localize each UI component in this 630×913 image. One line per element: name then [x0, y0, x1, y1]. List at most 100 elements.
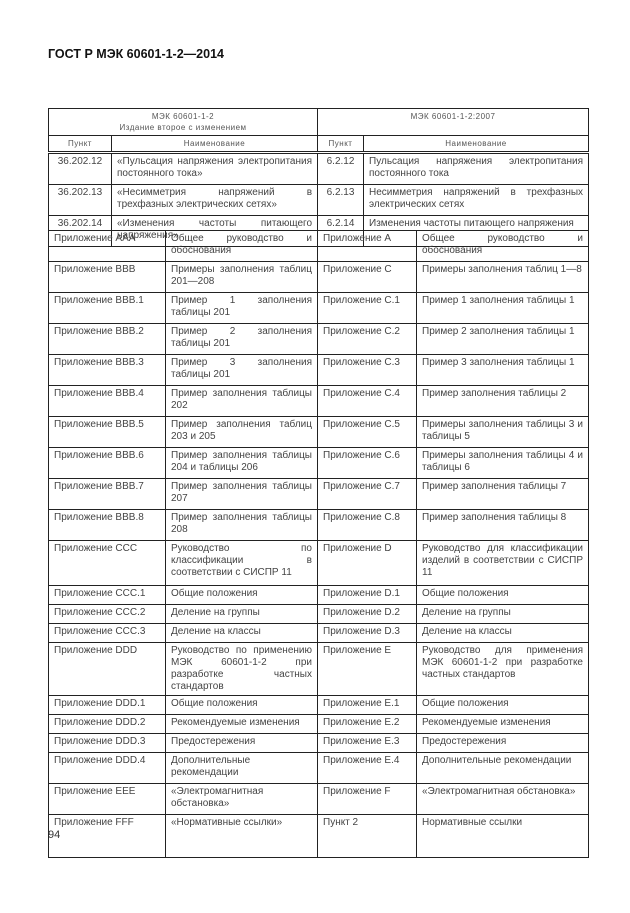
left-clause: Приложение FFF	[48, 814, 166, 858]
left-title: Деление на классы	[165, 623, 318, 643]
right-title: Руководство для классификации изделий в …	[416, 540, 589, 586]
left-title: Пример заполнения таблицы 208	[165, 509, 318, 541]
table-row: Приложение DDD.1 Общие положения Приложени…	[48, 695, 589, 715]
left-title: Руководство по применению МЭК 60601-1-2 …	[165, 642, 318, 696]
right-title: Примеры заполнения таблицы 4 и таблицы 6	[416, 447, 589, 479]
right-title: Пример заполнения таблицы 7	[416, 478, 589, 510]
comparison-table-annexes: Приложение AAA Общее руководство и обосно…	[48, 230, 589, 858]
right-title: Пример 3 заполнения таблицы 1	[416, 354, 589, 386]
right-clause: Приложение C.3	[317, 354, 417, 386]
left-clause: Приложение CCC.3	[48, 623, 166, 643]
right-clause: Приложение C.7	[317, 478, 417, 510]
document-title: ГОСТ Р МЭК 60601-1-2—2014	[48, 47, 224, 61]
left-clause: 36.202.13	[48, 184, 112, 216]
right-clause: Приложение E.3	[317, 733, 417, 753]
left-clause: Приложение BBB.5	[48, 416, 166, 448]
col-header-name-left: Наименование	[110, 135, 319, 154]
left-title: Деление на группы	[165, 604, 318, 624]
right-standard-header: МЭК 60601-1-2:2007	[317, 108, 590, 136]
right-clause: Приложение A	[317, 230, 417, 262]
right-clause: Приложение C.5	[317, 416, 417, 448]
left-standard-header: МЭК 60601-1-2 Издание второе с изменение…	[47, 108, 319, 136]
right-title: Пример 1 заполнения таблицы 1	[416, 292, 589, 324]
right-clause: Приложение C.8	[317, 509, 417, 541]
left-clause: Приложение DDD.1	[48, 695, 166, 715]
table-row: Приложение FFF «Нормативные ссылки» Пункт …	[48, 814, 589, 858]
col-header-punkt-left: Пункт	[48, 135, 112, 154]
left-title: «Электромагнитная обстановка»	[165, 783, 318, 815]
left-title: Пример заполнения таблицы 202	[165, 385, 318, 417]
right-clause: Пункт 2	[317, 814, 417, 858]
left-clause: Приложение BBB.7	[48, 478, 166, 510]
right-clause: 6.2.12	[317, 152, 365, 185]
col-header-name-right: Наименование	[363, 135, 590, 154]
table-row: 36.202.12 «Пульсация напряжения электропи…	[48, 152, 590, 185]
page-number: 94	[48, 829, 61, 841]
right-title: Пример 2 заполнения таблицы 1	[416, 323, 589, 355]
right-title: Рекомендуемые изменения	[416, 714, 589, 734]
right-clause: Приложение E.2	[317, 714, 417, 734]
left-title: Общие положения	[165, 585, 318, 605]
table-row: 36.202.13 «Несимметрия напряжений в трехф…	[48, 184, 590, 216]
left-title: Общие положения	[165, 695, 318, 715]
left-title: Руководство по классификации в соответст…	[165, 540, 318, 586]
right-title: Общее руководство и обоснования	[416, 230, 589, 262]
left-clause: Приложение BBB.1	[48, 292, 166, 324]
left-title: «Пульсация напряжения электропитания пос…	[110, 152, 319, 185]
right-title: Нормативные ссылки	[416, 814, 589, 858]
col-header-punkt-right: Пункт	[317, 135, 365, 154]
left-clause: Приложение DDD.4	[48, 752, 166, 784]
left-standard-edition: Издание второе с изменением	[119, 123, 247, 132]
table-row: Приложение BBB.5 Пример заполнения таблиц…	[48, 416, 589, 448]
right-title: Деление на группы	[416, 604, 589, 624]
left-clause: Приложение BBB	[48, 261, 166, 293]
left-title: Пример заполнения таблицы 204 и таблицы …	[165, 447, 318, 479]
left-title: «Несимметрия напряжений в трехфазных эле…	[110, 184, 319, 216]
right-clause: Приложение D.3	[317, 623, 417, 643]
table-row: Приложение BBB.7 Пример заполнения таблиц…	[48, 478, 589, 510]
left-standard-name: МЭК 60601-1-2	[151, 112, 215, 121]
left-clause: Приложение BBB.6	[48, 447, 166, 479]
right-title: Общие положения	[416, 585, 589, 605]
table-row: Приложение BBB.1 Пример 1 заполнения табл…	[48, 292, 589, 324]
left-title: Пример заполнения таблиц 203 и 205	[165, 416, 318, 448]
right-clause: Приложение E.4	[317, 752, 417, 784]
left-clause: 36.202.12	[48, 152, 112, 185]
table-row: Приложение CCC.3 Деление на классы Приложе…	[48, 623, 589, 643]
left-title: Пример 2 заполнения таблицы 201	[165, 323, 318, 355]
table-header-row: МЭК 60601-1-2 Издание второе с изменение…	[47, 108, 590, 136]
right-clause: Приложение D	[317, 540, 417, 586]
comparison-table-clauses: МЭК 60601-1-2 Издание второе с изменение…	[47, 108, 590, 247]
table-row: Приложение BBB.4 Пример заполнения таблиц…	[48, 385, 589, 417]
right-clause: Приложение C.4	[317, 385, 417, 417]
table-row: Приложение BBB.6 Пример заполнения таблиц…	[48, 447, 589, 479]
right-title: Примеры заполнения таблиц 1—8	[416, 261, 589, 293]
left-clause: Приложение DDD.2	[48, 714, 166, 734]
table-row: Приложение EEE «Электромагнитная обстанов…	[48, 783, 589, 815]
table-row: Приложение BBB.2 Пример 2 заполнения табл…	[48, 323, 589, 355]
right-title: Пульсация напряжения электропитания пост…	[363, 152, 590, 185]
left-clause: Приложение CCC	[48, 540, 166, 586]
right-title: Примеры заполнения таблицы 3 и таблицы 5	[416, 416, 589, 448]
table-subheader-row: Пункт Наименование Пункт Наименование	[48, 135, 590, 154]
right-clause: Приложение C.6	[317, 447, 417, 479]
left-title: Дополнительные рекомендации	[165, 752, 318, 784]
left-title: Общее руководство и обоснования	[165, 230, 318, 262]
left-clause: Приложение BBB.8	[48, 509, 166, 541]
right-clause: Приложение C.1	[317, 292, 417, 324]
left-clause: Приложение BBB.2	[48, 323, 166, 355]
right-clause: 6.2.13	[317, 184, 365, 216]
right-clause: Приложение F	[317, 783, 417, 815]
left-title: «Нормативные ссылки»	[165, 814, 318, 858]
right-clause: Приложение E	[317, 642, 417, 696]
left-title: Примеры заполнения таблиц 201—208	[165, 261, 318, 293]
table-row: Приложение CCC Руководство по классификац…	[48, 540, 589, 586]
right-clause: Приложение D.1	[317, 585, 417, 605]
table-row: Приложение AAA Общее руководство и обосно…	[48, 230, 589, 262]
left-clause: Приложение DDD	[48, 642, 166, 696]
table-row: Приложение CCC.1 Общие положения Приложени…	[48, 585, 589, 605]
left-title: Пример 1 заполнения таблицы 201	[165, 292, 318, 324]
left-clause: Приложение DDD.3	[48, 733, 166, 753]
left-clause: Приложение BBB.3	[48, 354, 166, 386]
